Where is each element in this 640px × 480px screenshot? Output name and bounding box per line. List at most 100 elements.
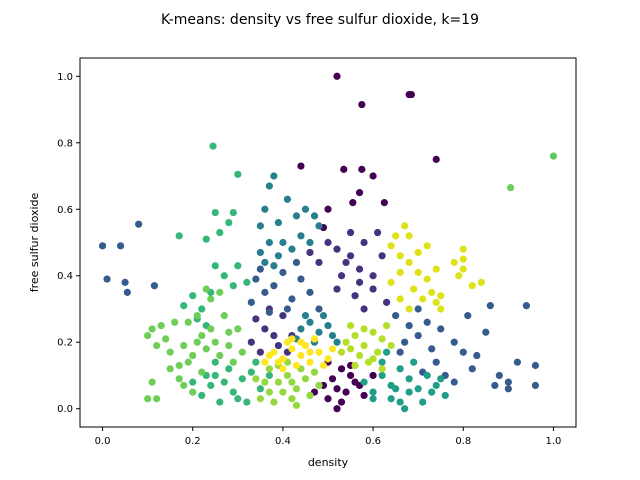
data-point bbox=[265, 182, 273, 190]
data-point bbox=[265, 351, 273, 360]
data-point bbox=[198, 391, 206, 400]
data-point bbox=[414, 385, 422, 393]
data-point bbox=[459, 255, 467, 263]
data-point bbox=[351, 361, 359, 370]
data-point bbox=[261, 288, 269, 296]
data-point bbox=[419, 295, 427, 303]
data-point bbox=[360, 305, 368, 313]
data-point bbox=[459, 348, 467, 356]
data-point bbox=[184, 358, 192, 366]
data-point bbox=[220, 312, 228, 320]
data-point bbox=[346, 322, 355, 330]
data-point bbox=[220, 378, 228, 386]
data-point bbox=[292, 401, 301, 409]
data-point bbox=[410, 285, 418, 293]
data-point bbox=[423, 242, 431, 250]
y-tick-label: 1.0 bbox=[57, 72, 73, 83]
data-point bbox=[207, 295, 215, 303]
data-point bbox=[405, 258, 413, 267]
data-point bbox=[459, 245, 467, 253]
data-point bbox=[401, 222, 409, 230]
data-point bbox=[410, 358, 418, 366]
data-point bbox=[383, 298, 391, 306]
x-tick-label: 1.0 bbox=[546, 436, 562, 447]
data-point bbox=[333, 285, 341, 293]
data-point bbox=[464, 312, 472, 320]
data-point bbox=[378, 335, 386, 343]
data-point bbox=[306, 248, 314, 257]
data-point bbox=[189, 388, 197, 396]
data-point bbox=[374, 228, 382, 237]
data-point bbox=[378, 371, 386, 380]
data-point bbox=[306, 288, 314, 296]
data-point bbox=[306, 391, 314, 400]
plot-frame bbox=[79, 57, 577, 428]
data-point bbox=[198, 368, 206, 376]
data-point bbox=[256, 348, 264, 356]
data-point bbox=[301, 375, 310, 383]
data-point bbox=[333, 72, 341, 80]
data-point bbox=[337, 365, 346, 373]
data-point bbox=[261, 325, 269, 333]
data-point bbox=[243, 278, 251, 286]
data-point bbox=[229, 208, 237, 217]
data-point bbox=[473, 351, 481, 360]
data-point bbox=[351, 292, 359, 300]
data-point bbox=[346, 371, 355, 380]
data-point bbox=[274, 378, 282, 386]
data-point bbox=[468, 282, 476, 290]
data-point bbox=[482, 328, 490, 336]
data-point bbox=[319, 361, 328, 370]
data-point bbox=[279, 365, 287, 373]
data-point bbox=[358, 100, 366, 109]
data-point bbox=[513, 358, 521, 366]
data-point bbox=[355, 189, 364, 197]
data-point bbox=[414, 305, 422, 313]
data-point bbox=[319, 312, 328, 320]
data-point bbox=[207, 381, 215, 390]
data-point bbox=[247, 338, 255, 346]
data-point bbox=[340, 165, 348, 173]
data-point bbox=[225, 328, 233, 336]
data-point bbox=[270, 172, 278, 180]
data-point bbox=[477, 278, 485, 286]
data-point bbox=[369, 371, 377, 380]
x-tick-label: 0.6 bbox=[365, 436, 381, 447]
x-axis: 0.0 0.2 0.4 0.6 0.8 1.0 bbox=[95, 427, 562, 447]
data-point bbox=[202, 285, 210, 293]
data-point bbox=[378, 252, 386, 260]
data-point bbox=[297, 325, 305, 333]
data-point bbox=[297, 232, 305, 240]
data-point bbox=[270, 282, 278, 290]
data-point bbox=[274, 341, 282, 350]
data-point bbox=[342, 388, 350, 396]
data-point bbox=[360, 341, 368, 350]
data-point bbox=[432, 265, 440, 273]
data-point bbox=[432, 298, 440, 306]
data-point bbox=[310, 212, 319, 220]
data-point bbox=[396, 365, 404, 373]
data-point bbox=[229, 282, 237, 290]
data-point bbox=[450, 378, 458, 386]
data-point bbox=[324, 238, 332, 247]
data-point bbox=[419, 398, 427, 406]
data-point bbox=[315, 381, 323, 390]
data-point bbox=[405, 322, 413, 330]
data-point bbox=[252, 358, 260, 366]
data-point bbox=[288, 395, 296, 403]
data-point bbox=[292, 361, 301, 370]
chart-title: K-means: density vs free sulfur dioxide,… bbox=[161, 12, 479, 28]
x-tick-label: 0.0 bbox=[95, 436, 111, 447]
data-point bbox=[324, 205, 332, 213]
data-point bbox=[423, 275, 431, 283]
data-point bbox=[333, 245, 341, 253]
data-point bbox=[495, 371, 503, 380]
data-point bbox=[274, 358, 282, 366]
data-point bbox=[98, 242, 107, 250]
data-point bbox=[157, 322, 165, 330]
data-point bbox=[306, 238, 314, 247]
data-point bbox=[148, 378, 156, 386]
data-point bbox=[135, 220, 143, 228]
